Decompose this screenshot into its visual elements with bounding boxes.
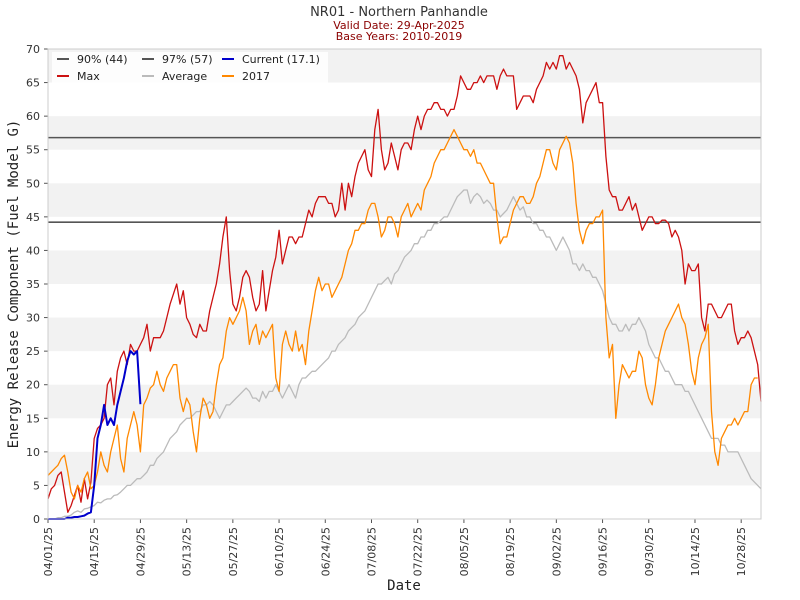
grid-band (48, 116, 761, 150)
title-block: NR01 - Northern Panhandle Valid Date: 29… (310, 5, 488, 43)
x-tick-label: 06/24/25 (319, 527, 332, 576)
y-tick-label: 55 (26, 144, 40, 157)
y-tick-label: 65 (26, 77, 40, 90)
x-tick-label: 07/08/25 (365, 527, 378, 576)
chart-title: NR01 - Northern Panhandle (310, 5, 488, 20)
grid-band (48, 250, 761, 284)
base-years-subtitle: Base Years: 2010-2019 (336, 30, 462, 43)
y-tick-label: 20 (26, 379, 40, 392)
legend-label: 90% (44) (77, 53, 128, 66)
y-tick-label: 0 (33, 513, 40, 526)
x-tick-label: 09/16/25 (597, 527, 610, 576)
y-tick-label: 40 (26, 244, 40, 257)
y-tick-label: 50 (26, 177, 40, 190)
x-tick-label: 04/15/25 (88, 527, 101, 576)
series-line (47, 128, 758, 500)
y-axis-ticks: 0 5 10 15 20 25 30 35 40 45 50 55 60 65 70 (26, 43, 48, 526)
valid-date-subtitle: Valid Date: 29-Apr-2025 (333, 19, 465, 32)
x-tick-label: 06/10/25 (273, 527, 286, 576)
legend-label: Average (162, 70, 207, 83)
grid-band (48, 451, 761, 486)
x-tick-label: 04/29/25 (134, 527, 147, 576)
x-tick-label: 08/05/25 (458, 527, 471, 576)
y-tick-label: 15 (26, 412, 40, 425)
legend-box (52, 52, 328, 90)
y-tick-label: 45 (26, 211, 40, 224)
x-axis-ticks: 04/01/25 04/15/25 04/29/25 05/13/25 05/27/25… (42, 519, 748, 576)
reference-lines (48, 136, 761, 224)
y-tick-label: 25 (26, 345, 40, 358)
y-tick-label: 5 (33, 479, 40, 492)
y-tick-label: 30 (26, 312, 40, 325)
y-tick-label: 70 (26, 43, 40, 56)
x-tick-label: 04/01/25 (42, 527, 55, 576)
legend: 90% (44) 97% (57) Current (17.1) Max Average… (52, 52, 328, 90)
legend-label: Max (77, 70, 100, 83)
y-axis-label: Energy Release Component (Fuel Model G) (6, 120, 22, 449)
x-axis-label: Date (387, 578, 421, 594)
grid-band (48, 183, 761, 217)
y-tick-label: 60 (26, 110, 40, 123)
grid-band (48, 317, 761, 352)
x-tick-label: 07/22/25 (412, 527, 425, 576)
y-tick-label: 10 (26, 446, 40, 459)
x-tick-label: 10/28/25 (735, 527, 748, 576)
legend-label: Current (17.1) (242, 53, 320, 66)
series-line (48, 189, 762, 520)
x-tick-label: 05/27/25 (227, 527, 240, 576)
x-tick-label: 09/30/25 (643, 527, 656, 576)
x-tick-label: 05/13/25 (181, 527, 194, 576)
legend-label: 97% (57) (162, 53, 213, 66)
x-tick-label: 09/02/25 (550, 527, 563, 576)
grid-band (48, 384, 761, 419)
grid-bands (48, 49, 761, 519)
legend-label: 2017 (242, 70, 270, 83)
x-tick-label: 10/14/25 (689, 527, 702, 576)
plot-frame (47, 48, 762, 520)
x-tick-label: 08/19/25 (504, 527, 517, 576)
y-tick-label: 35 (26, 278, 40, 291)
series-line (47, 55, 762, 513)
